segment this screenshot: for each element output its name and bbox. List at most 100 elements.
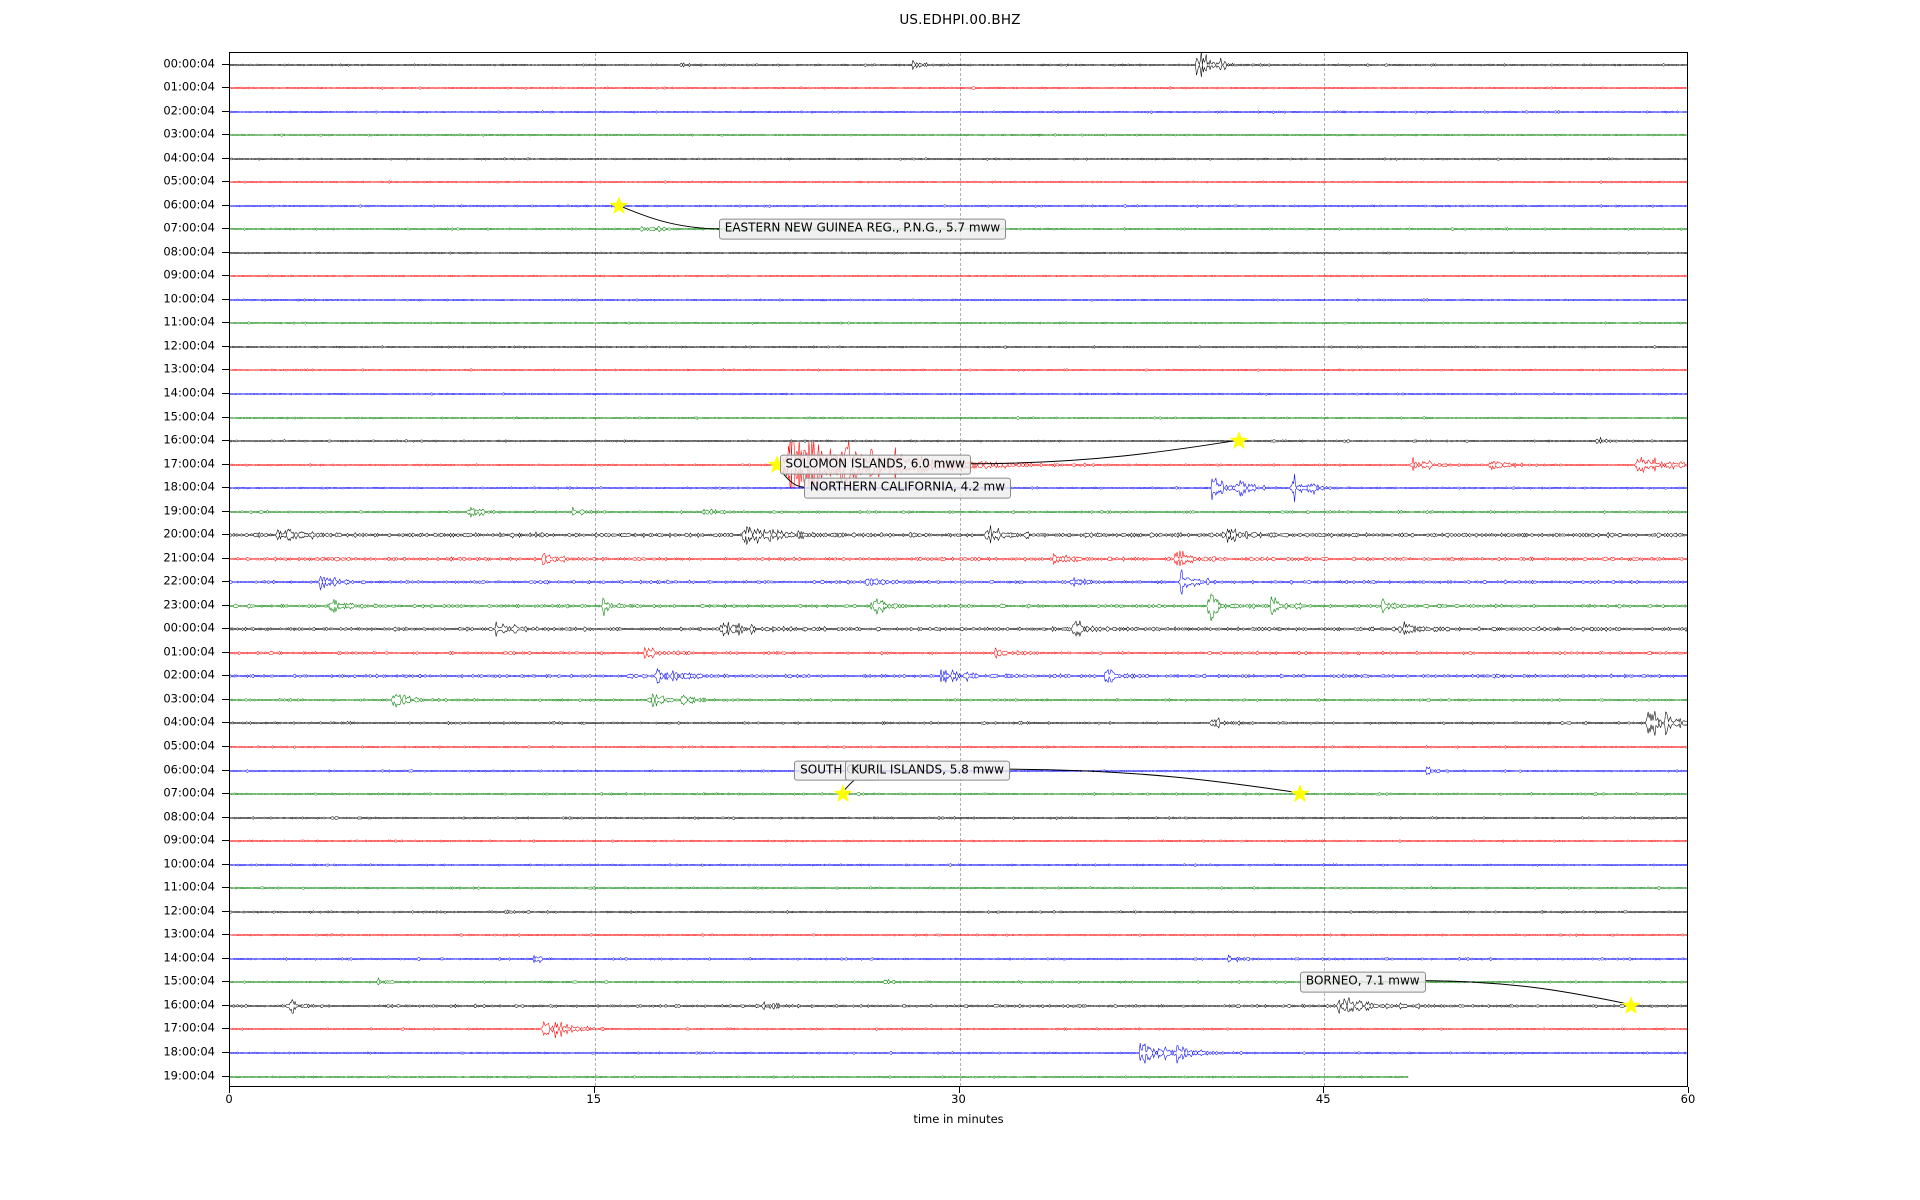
y-tick-label: 13:00:04 — [163, 926, 215, 941]
event-star-icon — [1621, 996, 1640, 1015]
page-title: US.EDHPI.00.BHZ — [899, 12, 1021, 28]
y-tick-mark — [222, 1004, 229, 1006]
y-tick-mark — [222, 204, 229, 206]
gridline-45 — [1324, 53, 1326, 1086]
y-tick-mark — [222, 181, 229, 183]
y-tick-label: 01:00:04 — [163, 79, 215, 94]
event-star-icon — [1229, 431, 1249, 451]
y-tick-mark — [222, 957, 229, 959]
y-tick-label: 08:00:04 — [163, 244, 215, 259]
y-tick-mark — [222, 63, 229, 65]
x-tick-mark — [1323, 1087, 1325, 1093]
y-tick-mark — [222, 322, 229, 324]
gridline-30 — [959, 53, 961, 1086]
y-tick-mark — [222, 651, 229, 653]
y-tick-label: 13:00:04 — [163, 361, 215, 376]
y-tick-mark — [222, 228, 229, 230]
y-tick-mark — [222, 134, 229, 136]
y-tick-label: 14:00:04 — [163, 385, 215, 400]
y-tick-label: 10:00:04 — [163, 291, 215, 306]
y-tick-mark — [222, 675, 229, 677]
x-tick-mark — [1688, 1087, 1689, 1093]
y-tick-mark — [222, 87, 229, 89]
event-annotation-label[interactable]: BORNEO, 7.1 mww — [1299, 971, 1426, 993]
y-tick-label: 01:00:04 — [163, 644, 215, 659]
y-tick-mark — [222, 604, 229, 606]
y-tick-label: 14:00:04 — [163, 950, 215, 965]
event-annotation-label[interactable]: SOLOMON ISLANDS, 6.0 mww — [779, 454, 971, 475]
y-tick-mark — [222, 722, 229, 724]
y-tick-label: 04:00:04 — [163, 714, 215, 729]
y-tick-label: 16:00:04 — [163, 997, 215, 1012]
y-tick-mark — [222, 840, 229, 842]
y-tick-mark — [222, 816, 229, 818]
y-tick-mark — [222, 1051, 229, 1053]
y-tick-mark — [222, 534, 229, 536]
x-tick-mark — [593, 1087, 595, 1093]
y-tick-label: 00:00:04 — [163, 620, 215, 635]
event-annotation-label[interactable]: NORTHERN CALIFORNIA, 4.2 mw — [803, 477, 1012, 499]
y-tick-label: 20:00:04 — [163, 526, 215, 541]
y-tick-label: 06:00:04 — [163, 196, 215, 211]
y-tick-mark — [222, 157, 229, 159]
event-annotation-label[interactable]: KURIL ISLANDS, 5.8 mww — [845, 760, 1010, 781]
x-tick-label: 15 — [586, 1092, 602, 1106]
y-tick-label: 21:00:04 — [163, 549, 215, 564]
y-tick-label: 03:00:04 — [163, 126, 215, 141]
y-tick-label: 07:00:04 — [163, 220, 215, 235]
y-tick-mark — [222, 1075, 229, 1077]
y-tick-label: 23:00:04 — [163, 597, 215, 612]
y-tick-label: 06:00:04 — [163, 761, 215, 776]
y-tick-label: 12:00:04 — [163, 338, 215, 353]
y-tick-label: 10:00:04 — [163, 855, 215, 870]
y-tick-label: 05:00:04 — [163, 738, 215, 753]
y-tick-label: 02:00:04 — [163, 667, 215, 682]
y-tick-mark — [222, 557, 229, 559]
y-tick-label: 17:00:04 — [163, 1020, 215, 1035]
event-star-icon — [1290, 784, 1310, 804]
y-tick-label: 12:00:04 — [163, 903, 215, 917]
y-tick-mark — [222, 110, 229, 112]
gridlines — [230, 53, 1687, 1086]
y-tick-mark — [222, 251, 229, 253]
y-tick-label: 09:00:04 — [163, 832, 215, 847]
y-tick-label: 05:00:04 — [163, 173, 215, 188]
y-tick-label: 15:00:04 — [163, 973, 215, 988]
y-axis-tick-labels: 00:00:04 01:00:04 02:00:04 03:00:04 04:00:04… — [0, 52, 215, 1087]
y-tick-mark — [222, 910, 229, 912]
y-tick-mark — [222, 698, 229, 700]
x-axis-label: time in minutes — [913, 1112, 1004, 1126]
y-tick-label: 02:00:04 — [163, 102, 215, 117]
y-tick-label: 08:00:04 — [163, 808, 215, 823]
y-tick-mark — [222, 769, 229, 771]
y-tick-label: 18:00:04 — [163, 1044, 215, 1059]
y-tick-mark — [222, 369, 229, 371]
y-tick-mark — [222, 628, 229, 630]
y-tick-mark — [222, 416, 229, 418]
event-annotations: EASTERN NEW GUINEA REG., P.N.G., 5.7 mww… — [230, 53, 1687, 1086]
y-tick-mark — [222, 275, 229, 277]
y-tick-label: 11:00:04 — [163, 314, 215, 329]
y-tick-mark — [222, 863, 229, 865]
gridline-15 — [594, 53, 596, 1086]
y-tick-mark — [222, 934, 229, 936]
x-tick-mark — [229, 1087, 230, 1093]
y-tick-label: 07:00:04 — [163, 785, 215, 800]
event-star-icon — [609, 195, 629, 215]
y-tick-mark — [222, 463, 229, 465]
y-tick-label: 18:00:04 — [163, 479, 215, 494]
y-tick-label: 16:00:04 — [163, 432, 215, 447]
y-tick-mark — [222, 793, 229, 795]
event-star-icon — [833, 784, 853, 804]
y-tick-label: 15:00:04 — [163, 408, 215, 423]
plot-area[interactable]: EASTERN NEW GUINEA REG., P.N.G., 5.7 mww… — [229, 52, 1688, 1087]
y-tick-mark — [222, 487, 229, 489]
y-tick-label: 04:00:04 — [163, 149, 215, 164]
y-tick-label: 19:00:04 — [163, 1067, 215, 1082]
y-tick-mark — [222, 887, 229, 889]
y-tick-label: 00:00:04 — [163, 55, 215, 70]
event-annotation-label[interactable]: EASTERN NEW GUINEA REG., P.N.G., 5.7 mww — [718, 218, 1007, 240]
y-tick-mark — [222, 581, 229, 583]
event-star-markers — [230, 53, 1687, 1086]
